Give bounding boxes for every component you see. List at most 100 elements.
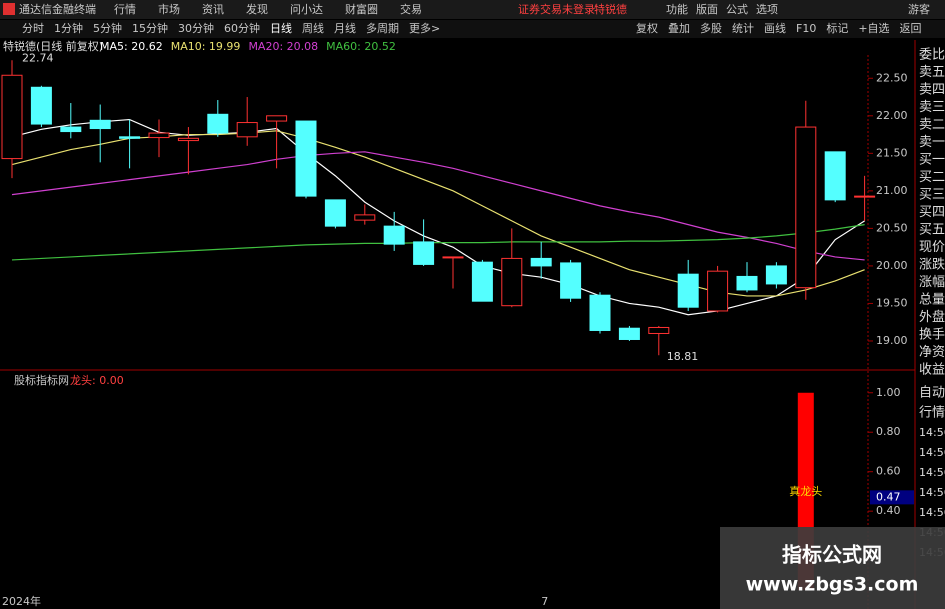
quote-label: 买二 (919, 170, 945, 185)
quote-label: 买一 (919, 153, 945, 168)
candle-body (148, 132, 170, 139)
candle-body (854, 195, 876, 198)
user[interactable]: 游客 (908, 2, 930, 16)
candle-body (324, 199, 346, 227)
period-tab[interactable]: 日线 (270, 21, 292, 35)
menu-item[interactable]: 交易 (400, 2, 422, 16)
stock[interactable]: 特锐德 (594, 2, 627, 16)
tool-button[interactable]: 多股 (700, 21, 722, 35)
y-tick-label: 22.50 (876, 71, 908, 84)
period-tab[interactable]: 多周期 (366, 21, 399, 35)
period-tab[interactable]: 分时 (22, 22, 44, 35)
y-tick-label: 0.60 (876, 465, 901, 478)
quote-label: 委比 (919, 48, 945, 63)
candle-body (530, 257, 552, 267)
menu-item[interactable]: 行情 (114, 3, 136, 16)
tool-button[interactable]: F10 (796, 22, 816, 35)
quote-label: 卖五 (919, 65, 945, 80)
quote-label: 卖一 (919, 135, 945, 150)
chart-title: 特锐德(日线 前复权) (3, 39, 103, 53)
indicator-title: 股标指标网 (14, 373, 69, 387)
menu-bar (0, 0, 945, 19)
menu-item[interactable]: 财富圈 (345, 2, 378, 16)
tool-button[interactable]: 复权 (636, 21, 658, 35)
menu-item[interactable]: 选项 (756, 3, 778, 16)
menu-item[interactable]: 功能 (666, 2, 688, 16)
ma-line (11, 224, 865, 261)
candle-body (383, 225, 405, 245)
legend-entry: MA20: 20.08 (248, 40, 318, 53)
side-label: 14:56 (919, 426, 945, 439)
candle-body (119, 136, 141, 139)
quote-label: 收益 (919, 363, 945, 378)
quote-label: 外盘 (919, 309, 945, 325)
candle-body (60, 126, 82, 133)
period-tab[interactable]: 周线 (302, 21, 324, 35)
y-tick-label: 1.00 (876, 386, 901, 399)
toolbar (0, 20, 945, 38)
candle-body (589, 294, 611, 331)
tool-button[interactable]: 返回 (900, 22, 922, 35)
y-tick-label: 0.80 (876, 425, 901, 438)
quote-label: 总量 (919, 293, 945, 308)
watermark-box (720, 527, 945, 609)
quote-label: 买四 (919, 205, 945, 220)
tool-button[interactable]: 画线 (764, 21, 786, 35)
period-tab[interactable]: 15分钟 (132, 21, 168, 35)
quote-label: 卖四 (919, 83, 945, 98)
x-tick-label: 2024年 (2, 594, 41, 608)
candle-body (707, 270, 729, 312)
candle-body (295, 120, 317, 197)
legend-entry: MA5: 20.62 (100, 40, 163, 53)
y-tick-label: 22.00 (876, 109, 908, 122)
side-label: 14:56 (919, 486, 945, 499)
y-tick-label: 0.40 (876, 504, 901, 517)
y-tick-label: 21.00 (876, 184, 908, 197)
candle-body (413, 241, 435, 265)
candle-body (824, 151, 846, 201)
period-tab[interactable]: 30分钟 (178, 21, 214, 35)
period-tab[interactable]: 60分钟 (224, 21, 260, 35)
menu-item[interactable]: 市场 (158, 2, 180, 16)
quote-label: 买三 (919, 188, 945, 203)
candle-body (677, 273, 699, 308)
y-tick-label: 19.00 (876, 334, 908, 347)
high-label: 22.74 (22, 51, 54, 64)
candle-body (442, 256, 464, 259)
tool-button[interactable]: 叠加 (668, 22, 690, 35)
candle-body (736, 275, 758, 291)
menu-item[interactable]: 问小达 (290, 3, 323, 16)
candle-body (1, 74, 23, 160)
period-tab[interactable]: 更多> (409, 21, 440, 35)
candle-body (236, 122, 258, 138)
candle-body (266, 115, 288, 122)
candle-body (765, 265, 787, 285)
bar-annotation: 真龙头 (789, 484, 822, 498)
quote-label: 现价 (919, 240, 945, 255)
candle-body (471, 261, 493, 302)
menu-item[interactable]: 资讯 (202, 3, 224, 16)
period-tab[interactable]: 5分钟 (93, 21, 122, 35)
candle-body (648, 326, 670, 334)
status: 证券交易未登录 (518, 2, 595, 16)
quote-label: 涨跌 (919, 257, 945, 273)
tool-button[interactable]: 统计 (732, 22, 754, 35)
menu-item[interactable]: 发现 (246, 2, 268, 16)
quote-label: 卖二 (919, 118, 945, 133)
y-tick-label: 20.50 (876, 221, 908, 234)
tool-button[interactable]: 标记 (826, 21, 848, 35)
tool-button[interactable]: +自选 (858, 22, 889, 35)
y-tick-label: 20.00 (876, 259, 908, 272)
quote-label: 卖三 (919, 100, 945, 115)
y-tick-label: 19.50 (876, 296, 908, 309)
period-tab[interactable]: 1分钟 (54, 21, 83, 35)
quote-label: 涨幅 (919, 275, 945, 290)
menu-item[interactable]: 公式 (726, 3, 748, 16)
period-tab[interactable]: 月线 (334, 21, 356, 35)
candle-body (618, 327, 640, 340)
side-label: 行情 (919, 406, 945, 421)
cursor-label: 0.47 (876, 490, 901, 503)
menu-item[interactable]: 版面 (696, 2, 718, 16)
cursor-box (870, 490, 914, 505)
